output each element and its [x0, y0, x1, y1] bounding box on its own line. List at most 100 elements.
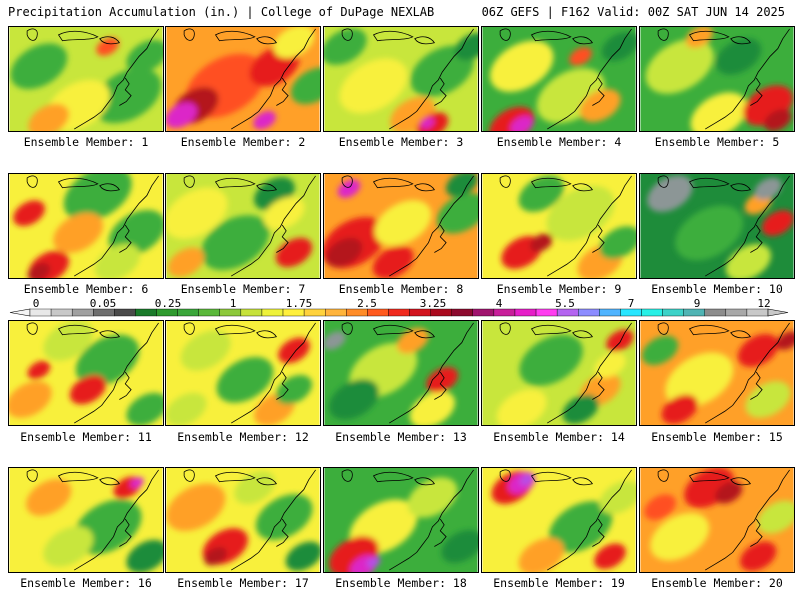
ensemble-member-map [639, 26, 795, 132]
coastline [389, 28, 474, 130]
precipitation-field [482, 174, 636, 278]
great-lakes-outline [26, 175, 120, 192]
precipitation-field [640, 27, 794, 131]
ensemble-member-map [323, 467, 479, 573]
coastline [592, 518, 605, 547]
coastline [750, 77, 763, 106]
ensemble-member-label: Ensemble Member: 1 [23, 135, 149, 149]
coastline [389, 175, 474, 277]
ensemble-member-map [323, 26, 479, 132]
precipitation-field [166, 174, 320, 278]
ensemble-member-map [323, 173, 479, 279]
colorbar-swatch [578, 308, 600, 317]
coastline [705, 175, 790, 277]
precipitation-field [482, 27, 636, 131]
ensemble-member-map [481, 320, 637, 426]
great-lakes-outline [657, 469, 751, 486]
coastline [276, 371, 289, 400]
ensemble-member-map [639, 467, 795, 573]
coastline [119, 371, 132, 400]
colorbar-swatch [451, 308, 474, 317]
coastline [74, 28, 159, 130]
coastline [434, 77, 447, 106]
page-title: Precipitation Accumulation (in.) | Colle… [8, 5, 435, 19]
great-lakes-outline [657, 322, 751, 339]
precipitation-field [482, 468, 636, 572]
colorbar-swatch [177, 308, 199, 317]
coastline [547, 28, 632, 130]
coastline [119, 77, 132, 106]
coastline [231, 28, 316, 130]
colorbar-swatch [409, 308, 431, 317]
ensemble-member-label: Ensemble Member: 3 [338, 135, 464, 149]
great-lakes-outline [183, 469, 277, 486]
colorbar-tick-label: 3.25 [419, 297, 447, 310]
ensemble-member-map [8, 26, 164, 132]
colorbar-tick-label: 5.5 [555, 297, 575, 310]
ensemble-member-label: Ensemble Member: 4 [496, 135, 622, 149]
colorbar-swatch [29, 308, 52, 317]
coastline [74, 175, 159, 277]
ensemble-member-map [165, 26, 321, 132]
precipitation-field [640, 468, 794, 572]
ensemble-member-map [639, 320, 795, 426]
ensemble-member-map [165, 320, 321, 426]
colorbar-tick-label: 9 [693, 297, 701, 310]
great-lakes-outline [183, 28, 277, 45]
colorbar-swatch [114, 308, 136, 317]
great-lakes-outline [341, 175, 435, 192]
colorbar-swatch [746, 308, 769, 317]
precipitation-field [640, 174, 794, 278]
coastline [231, 175, 316, 277]
ensemble-member-label: Ensemble Member: 9 [496, 282, 622, 296]
coastline [389, 469, 474, 571]
ensemble-member-label: Ensemble Member: 8 [338, 282, 464, 296]
ensemble-member-label: Ensemble Member: 18 [335, 576, 467, 590]
ensemble-member-map [165, 467, 321, 573]
coastline [592, 371, 605, 400]
ensemble-member-map [8, 173, 164, 279]
ensemble-member-map [481, 467, 637, 573]
coastline [74, 469, 159, 571]
precipitation-field [9, 174, 163, 278]
colorbar-swatch [71, 308, 94, 317]
great-lakes-outline [341, 469, 435, 486]
precipitation-field [324, 174, 478, 278]
colorbar-swatch [282, 308, 305, 317]
ensemble-member-label: Ensemble Member: 10 [651, 282, 783, 296]
colorbar-swatch [599, 308, 621, 317]
colorbar-swatch [683, 308, 705, 317]
precipitation-field [324, 27, 478, 131]
colorbar-swatch [704, 308, 727, 317]
colorbar-tick-label: 7 [627, 297, 635, 310]
precipitation-field [324, 468, 478, 572]
coastline [434, 371, 447, 400]
colorbar-swatch [219, 308, 242, 317]
great-lakes-outline [341, 28, 435, 45]
precipitation-field [640, 321, 794, 425]
coastline [74, 322, 159, 424]
colorbar-tick-label: 1 [229, 297, 237, 310]
coastline [231, 322, 316, 424]
coastline [119, 224, 132, 253]
colorbar-tick-label: 12 [757, 297, 771, 310]
colorbar-swatch [261, 308, 284, 317]
coastline [276, 77, 289, 106]
coastline [592, 224, 605, 253]
ensemble-member-label: Ensemble Member: 6 [23, 282, 149, 296]
precipitation-field [166, 468, 320, 572]
colorbar-min-arrow [9, 308, 31, 317]
precipitation-field [9, 321, 163, 425]
precipitation-field [9, 27, 163, 131]
ensemble-member-map [8, 467, 164, 573]
great-lakes-outline [657, 175, 751, 192]
ensemble-member-label: Ensemble Member: 12 [177, 430, 309, 444]
coastline [231, 469, 316, 571]
ensemble-member-map [165, 173, 321, 279]
great-lakes-outline [26, 28, 120, 45]
colorbar-tick-label: 0.05 [89, 297, 117, 310]
model-run-info: 06Z GEFS | F162 Valid: 00Z SAT JUN 14 20… [481, 5, 785, 19]
colorbar-swatch [472, 308, 495, 317]
colorbar-swatch [556, 308, 579, 317]
ensemble-member-label: Ensemble Member: 2 [180, 135, 306, 149]
